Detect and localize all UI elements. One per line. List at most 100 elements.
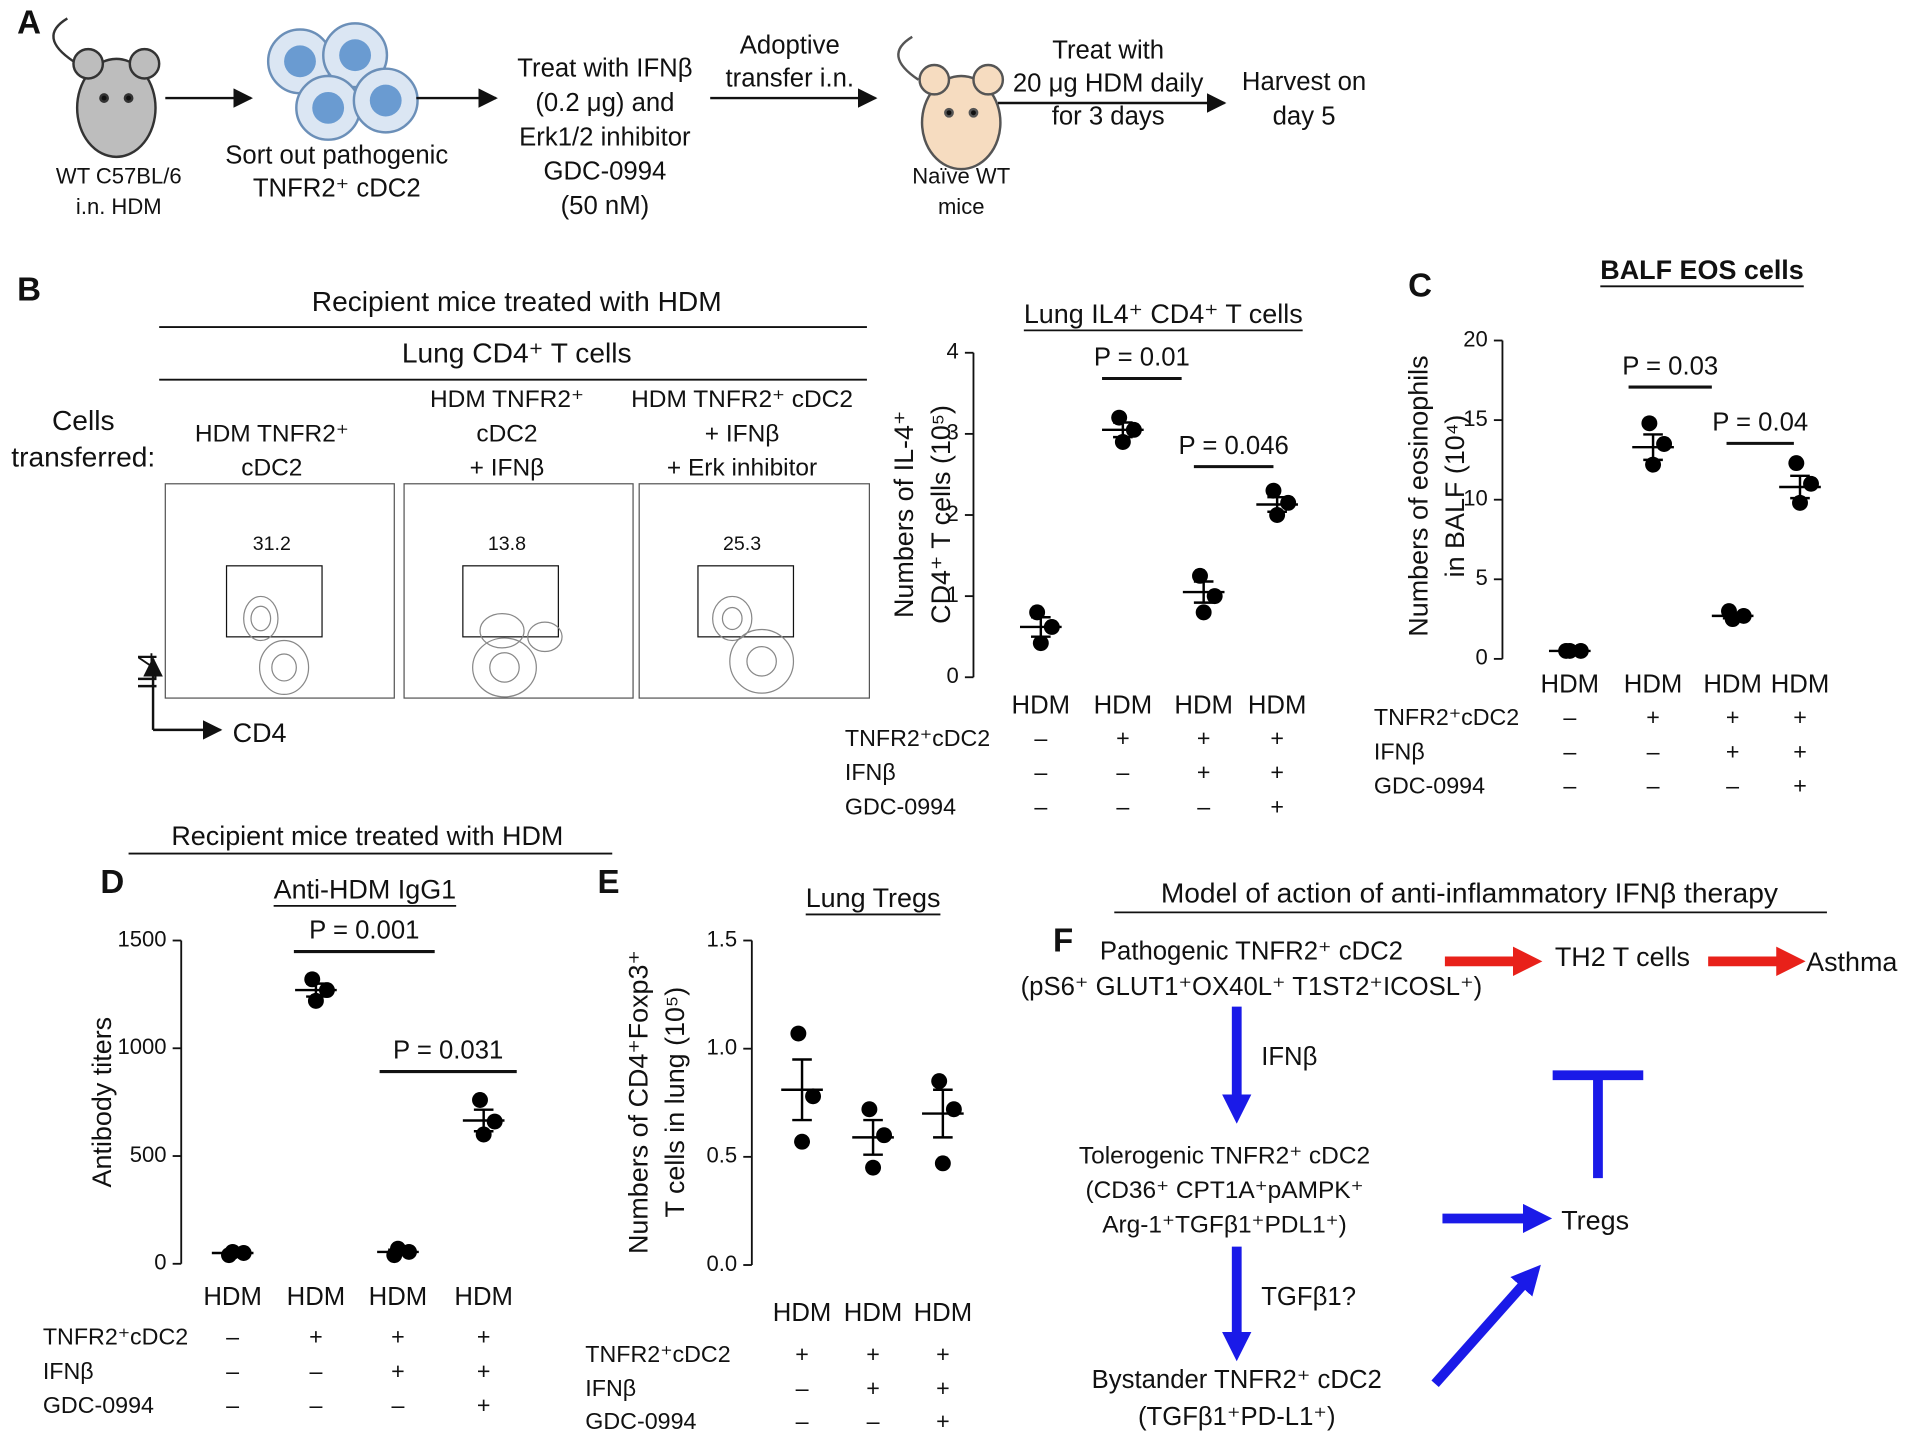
data-point xyxy=(794,1133,810,1150)
y-tick-label: 1 xyxy=(947,582,959,607)
axis-arrow xyxy=(143,656,223,740)
condition-mark: + xyxy=(1793,738,1807,764)
label: Lung CD4⁺ T cells xyxy=(402,338,632,369)
y-axis-label: Numbers of IL-4⁺ xyxy=(889,411,919,618)
label: (50 nM) xyxy=(561,192,650,220)
condition-mark: + xyxy=(391,1324,405,1350)
y-tick-label: 0 xyxy=(154,1250,166,1275)
condition-label: TNFR2⁺cDC2 xyxy=(1374,704,1519,730)
label: Erk1/2 inhibitor xyxy=(519,123,691,151)
y-tick-label: 3 xyxy=(947,420,959,445)
label: Bystander TNFR2⁺ cDC2 xyxy=(1092,1366,1382,1394)
cell-cluster xyxy=(266,22,419,141)
label: Harvest on xyxy=(1242,68,1366,96)
data-point xyxy=(865,1159,882,1176)
label: Model of action of anti-inflammatory IFN… xyxy=(1161,878,1779,909)
label: 20 μg HDM daily xyxy=(1013,69,1204,97)
label: Arg-1⁺TGFβ1⁺PDL1⁺) xyxy=(1102,1211,1347,1238)
condition-mark: – xyxy=(1726,773,1739,799)
condition-mark: – xyxy=(867,1408,880,1434)
p-value: P = 0.03 xyxy=(1622,352,1718,380)
y-tick-label: 1500 xyxy=(118,926,167,951)
x-tick-label: HDM xyxy=(1703,671,1762,699)
p-value: P = 0.01 xyxy=(1094,344,1190,372)
x-tick-label: HDM xyxy=(1248,691,1307,719)
panel-label: A xyxy=(17,4,41,41)
gate-value: 13.8 xyxy=(488,533,526,555)
condition-mark: + xyxy=(1270,759,1284,785)
label: Treat with IFNβ xyxy=(517,55,692,83)
condition-mark: + xyxy=(1197,759,1211,785)
x-tick-label: HDM xyxy=(1094,691,1153,719)
condition-mark: + xyxy=(309,1324,323,1350)
condition-mark: + xyxy=(795,1341,809,1367)
label: + Erk inhibitor xyxy=(667,455,817,482)
condition-mark: + xyxy=(391,1358,405,1384)
label: cDC2 xyxy=(241,455,302,482)
condition-mark: – xyxy=(1034,793,1047,819)
condition-label: IFNβ xyxy=(585,1375,636,1401)
mouse-icon xyxy=(52,17,161,159)
x-tick-label: HDM xyxy=(369,1283,428,1311)
data-point xyxy=(934,1155,951,1172)
label: (0.2 μg) and xyxy=(535,89,674,117)
mouse-icon xyxy=(897,35,1005,171)
label: IFNβ xyxy=(1261,1043,1317,1071)
condition-mark: + xyxy=(1197,725,1211,751)
y-tick-label: 0 xyxy=(1475,645,1487,670)
condition-mark: – xyxy=(1034,725,1047,751)
y-tick-label: 1000 xyxy=(118,1034,167,1059)
data-point xyxy=(1788,455,1805,472)
condition-mark: – xyxy=(1116,759,1129,785)
condition-mark: – xyxy=(1034,759,1047,785)
condition-mark: + xyxy=(936,1375,950,1401)
p-value: P = 0.04 xyxy=(1712,409,1808,437)
y-axis-label: in BALF (10⁴) xyxy=(1440,415,1470,578)
axis-label: IL4 xyxy=(132,652,162,689)
y-tick-label: 0.5 xyxy=(707,1143,738,1168)
condition-mark: – xyxy=(391,1392,404,1418)
y-tick-label: 500 xyxy=(130,1142,167,1167)
data-point xyxy=(790,1025,807,1042)
data-point xyxy=(945,1101,962,1118)
x-tick-label: HDM xyxy=(1012,691,1071,719)
label: mice xyxy=(938,194,985,219)
label: HDM TNFR2⁺ cDC2 xyxy=(631,386,853,413)
inhibition-bar xyxy=(1552,1070,1644,1179)
condition-label: TNFR2⁺cDC2 xyxy=(585,1341,730,1367)
label: HDM TNFR2⁺ xyxy=(430,386,584,413)
gate-value: 31.2 xyxy=(253,533,291,555)
chart-title: Anti-HDM IgG1 xyxy=(274,875,457,905)
condition-mark: + xyxy=(936,1341,950,1367)
condition-mark: + xyxy=(1270,793,1284,819)
label: Cells xyxy=(52,405,115,436)
x-tick-label: HDM xyxy=(1541,671,1600,699)
condition-label: GDC-0994 xyxy=(585,1408,696,1434)
condition-mark: + xyxy=(1726,738,1740,764)
p-value: P = 0.046 xyxy=(1179,432,1289,460)
panel-label: F xyxy=(1053,923,1073,960)
label: Sort out pathogenic xyxy=(225,142,448,170)
y-tick-label: 10 xyxy=(1463,486,1488,511)
condition-mark: – xyxy=(1563,773,1576,799)
arrow xyxy=(1222,1006,1553,1388)
panel-label: C xyxy=(1408,268,1432,305)
data-point xyxy=(931,1073,948,1090)
data-point xyxy=(1656,436,1673,452)
condition-label: IFNβ xyxy=(43,1358,94,1384)
label: for 3 days xyxy=(1052,102,1165,130)
data-point xyxy=(1192,567,1208,584)
condition-mark: + xyxy=(866,1341,880,1367)
data-point xyxy=(472,1092,488,1108)
y-tick-label: 2 xyxy=(947,501,959,526)
condition-label: GDC-0994 xyxy=(1374,773,1485,799)
y-tick-label: 0 xyxy=(947,663,959,688)
label: HDM TNFR2⁺ xyxy=(195,420,349,447)
label: i.n. HDM xyxy=(76,194,162,219)
condition-mark: – xyxy=(1647,738,1660,764)
data-point xyxy=(861,1101,878,1118)
condition-mark: + xyxy=(866,1375,880,1401)
flow-plot xyxy=(164,483,870,699)
condition-mark: – xyxy=(1647,773,1660,799)
